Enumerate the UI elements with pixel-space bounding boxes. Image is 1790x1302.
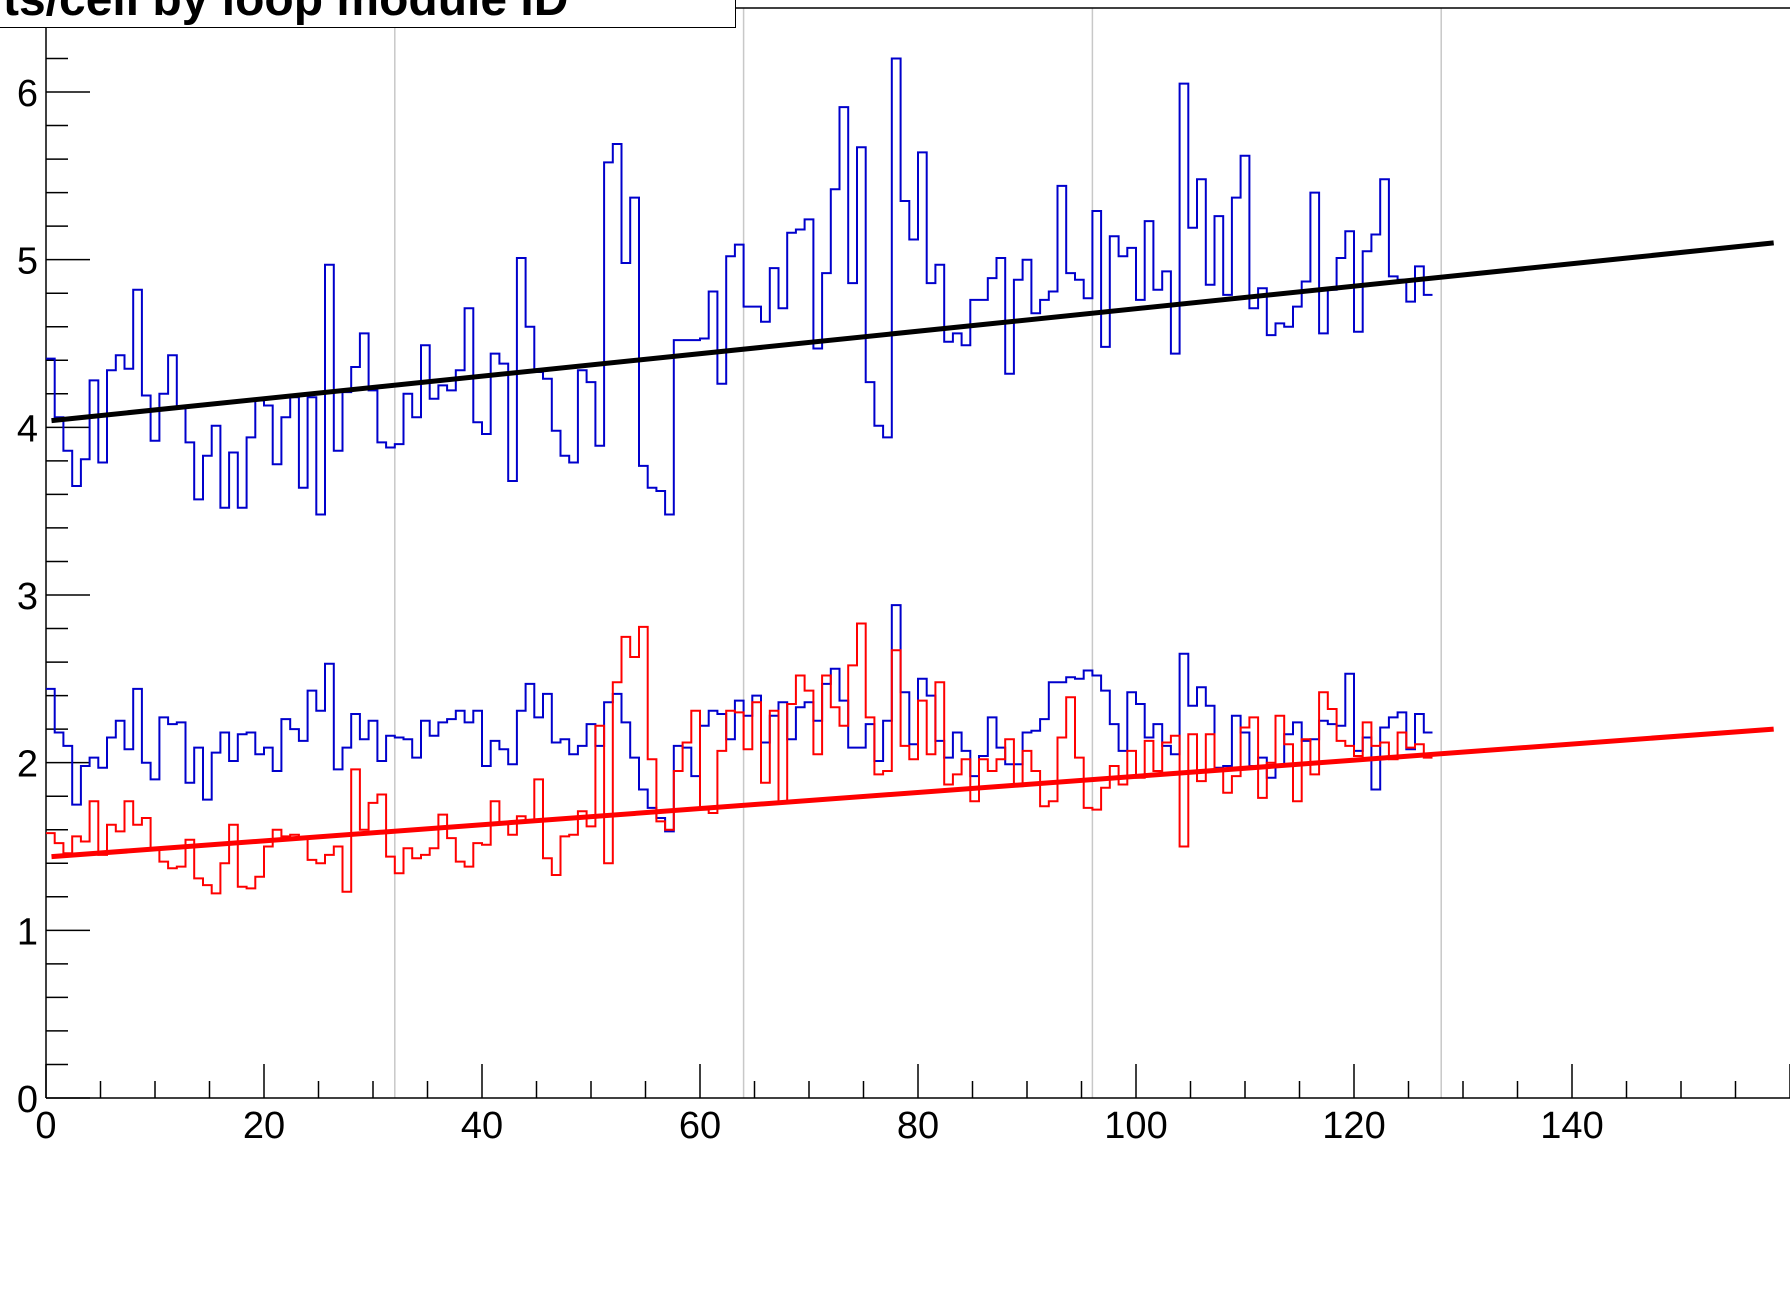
lower-blue-histogram [46, 604, 1433, 833]
upper-blue-histogram [46, 57, 1433, 516]
vertical-grid-lines [394, 8, 1442, 1098]
x-tick-label: 40 [461, 1105, 503, 1147]
upper-fit-line [51, 240, 1774, 424]
y-tick-label: 0 [17, 1079, 38, 1121]
x-tick-label: 100 [1104, 1105, 1167, 1147]
lower-red-histogram [46, 622, 1433, 895]
y-tick-label: 4 [17, 408, 38, 450]
y-tick-label: 1 [17, 911, 38, 953]
y-tick-label: 6 [17, 73, 38, 115]
y-tick-label: 2 [17, 744, 38, 786]
lower-fit-line [51, 726, 1774, 860]
x-tick-label: 0 [35, 1105, 56, 1147]
chart-title-box: ts/cell by loop module ID [0, 0, 736, 28]
x-tick-label: 140 [1540, 1105, 1603, 1147]
x-tick-label: 120 [1322, 1105, 1385, 1147]
x-tick-label: 20 [243, 1105, 285, 1147]
chart-title: ts/cell by loop module ID [3, 0, 568, 24]
x-tick-label: 60 [679, 1105, 721, 1147]
x-tick-label: 80 [897, 1105, 939, 1147]
y-tick-label: 5 [17, 241, 38, 283]
y-tick-label: 3 [17, 576, 38, 618]
series-layer [46, 57, 1774, 895]
